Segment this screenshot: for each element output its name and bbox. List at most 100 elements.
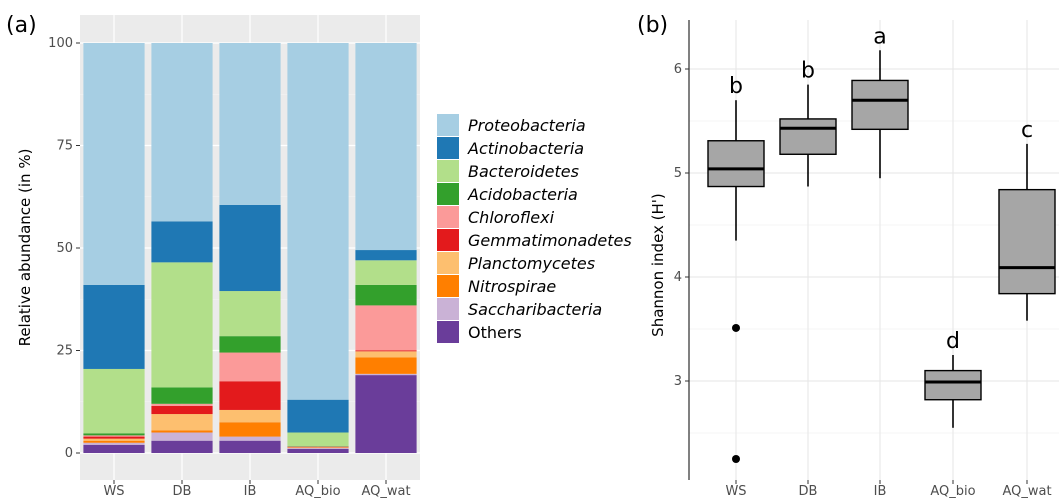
panel-b-y-tick-label: 6	[674, 62, 682, 77]
bar-segment	[151, 403, 213, 406]
bar-segment	[83, 442, 145, 445]
bar-segment	[355, 250, 417, 261]
bar-segment	[219, 43, 281, 205]
bar-segment	[287, 448, 349, 453]
legend-swatch	[437, 275, 459, 297]
bar-segment	[83, 43, 145, 285]
box	[924, 369, 982, 401]
bar-segment	[83, 368, 145, 434]
bar-segment	[83, 436, 145, 439]
bar-segment	[83, 440, 145, 443]
panel-a-bars	[83, 43, 417, 453]
bar-segment	[219, 436, 281, 441]
bar-segment	[219, 336, 281, 353]
bar-segment	[219, 352, 281, 382]
panel-a-label: (a)	[6, 13, 37, 38]
panel-a-x-tick-label: WS	[103, 484, 124, 498]
significance-letter: b	[729, 74, 743, 99]
panel-b-x-tick-label: IB	[874, 484, 887, 498]
panel-a-y-tick-label: 0	[65, 446, 73, 461]
legend-label: Others	[468, 323, 522, 342]
legend-label: Nitrospirae	[468, 277, 556, 296]
bar-segment	[219, 291, 281, 337]
bar-segment	[287, 43, 349, 400]
bar-segment	[151, 414, 213, 431]
bar-segment	[151, 43, 213, 222]
bar-segment	[355, 357, 417, 374]
bar-segment	[151, 432, 213, 441]
panel-b-x-tick-label: AQ_wat	[1002, 484, 1051, 498]
legend-swatch	[437, 137, 459, 159]
bar-segment	[355, 373, 417, 376]
bar-segment	[83, 444, 145, 453]
box	[851, 79, 909, 131]
legend-swatch	[437, 206, 459, 228]
panel-a-y-axis-title: Relative abundance (in %)	[16, 149, 34, 347]
bar-segment	[287, 399, 349, 433]
bar-segment	[83, 284, 145, 369]
panel-a-x-ticks: WS DB IB AQ_bio AQ_wat	[103, 480, 411, 498]
bar-segment	[355, 284, 417, 306]
panel-b-y-tick-label: 5	[674, 166, 682, 181]
panel-a-y-ticks: 0 25 50 75 100	[48, 36, 80, 461]
box	[707, 140, 765, 188]
significance-letter: c	[1021, 118, 1033, 143]
bar-segment	[83, 433, 145, 436]
legend-swatch	[437, 229, 459, 251]
bar-segment	[219, 440, 281, 453]
panel-a-x-tick-label: AQ_wat	[361, 484, 410, 498]
legend-label: Bacteroidetes	[468, 162, 579, 181]
legend-label: Gemmatimonadetes	[468, 231, 632, 250]
legend-swatch	[437, 160, 459, 182]
bar-segment	[151, 440, 213, 453]
panel-b-y-tick-label: 4	[674, 270, 682, 285]
bar-segment	[151, 405, 213, 415]
legend-swatch	[437, 252, 459, 274]
panel-b-y-ticks: 3 4 5 6	[674, 62, 689, 389]
panel-b-boxes	[707, 50, 1056, 463]
panel-b-y-tick-label: 3	[674, 374, 682, 389]
bar-segment	[355, 260, 417, 285]
panel-b-box-plot: (b) b b a d c 3 4 5 6 WS DB IB AQ_bio AQ_wat Shanno…	[637, 13, 1059, 498]
bar-segment	[151, 221, 213, 263]
bar-segment	[219, 409, 281, 423]
legend-swatch	[437, 321, 459, 343]
panel-a-x-tick-label: IB	[244, 484, 257, 498]
bar-segment	[355, 375, 417, 453]
legend-label: Acidobacteria	[467, 185, 578, 204]
bar-segment	[219, 204, 281, 292]
outlier-point	[732, 455, 740, 463]
bar-segment	[219, 381, 281, 410]
panel-b-significance-letters: b b a d c	[729, 24, 1033, 354]
bar-segment	[355, 43, 417, 251]
panel-a-stacked-bar-chart: (a) 0 25 50 75 100 WS DB IB AQ_bio AQ_wat Relati…	[6, 13, 632, 498]
legend-label: Proteobacteria	[468, 116, 586, 135]
legend-label: Chloroflexi	[468, 208, 555, 227]
panel-a-x-tick-label: DB	[173, 484, 192, 498]
panel-b-x-tick-label: DB	[799, 484, 818, 498]
bar-segment	[83, 435, 145, 437]
panel-b-x-ticks: WS DB IB AQ_bio AQ_wat	[725, 480, 1052, 498]
legend-label: Actinobacteria	[467, 139, 584, 158]
outlier-point	[732, 323, 740, 332]
box	[779, 118, 837, 155]
bar-segment	[151, 262, 213, 388]
bar-segment	[151, 430, 213, 433]
box	[998, 188, 1056, 295]
legend-swatch	[437, 114, 459, 136]
bar-segment	[355, 351, 417, 358]
significance-letter: a	[873, 24, 886, 49]
bar-segment	[151, 387, 213, 404]
bar-segment	[355, 305, 417, 351]
bar-segment	[355, 350, 417, 352]
panel-a-y-tick-label: 50	[56, 241, 73, 256]
bar-segment	[287, 448, 349, 449]
bar-segment	[219, 422, 281, 437]
legend-label: Saccharibacteria	[468, 300, 602, 319]
significance-letter: d	[946, 329, 960, 354]
panel-a-legend: Proteobacteria Actinobacteria Bacteroidete…	[437, 114, 632, 343]
panel-a-y-tick-label: 100	[48, 36, 73, 51]
legend-swatch	[437, 298, 459, 320]
legend-label: Planctomycetes	[468, 254, 595, 273]
